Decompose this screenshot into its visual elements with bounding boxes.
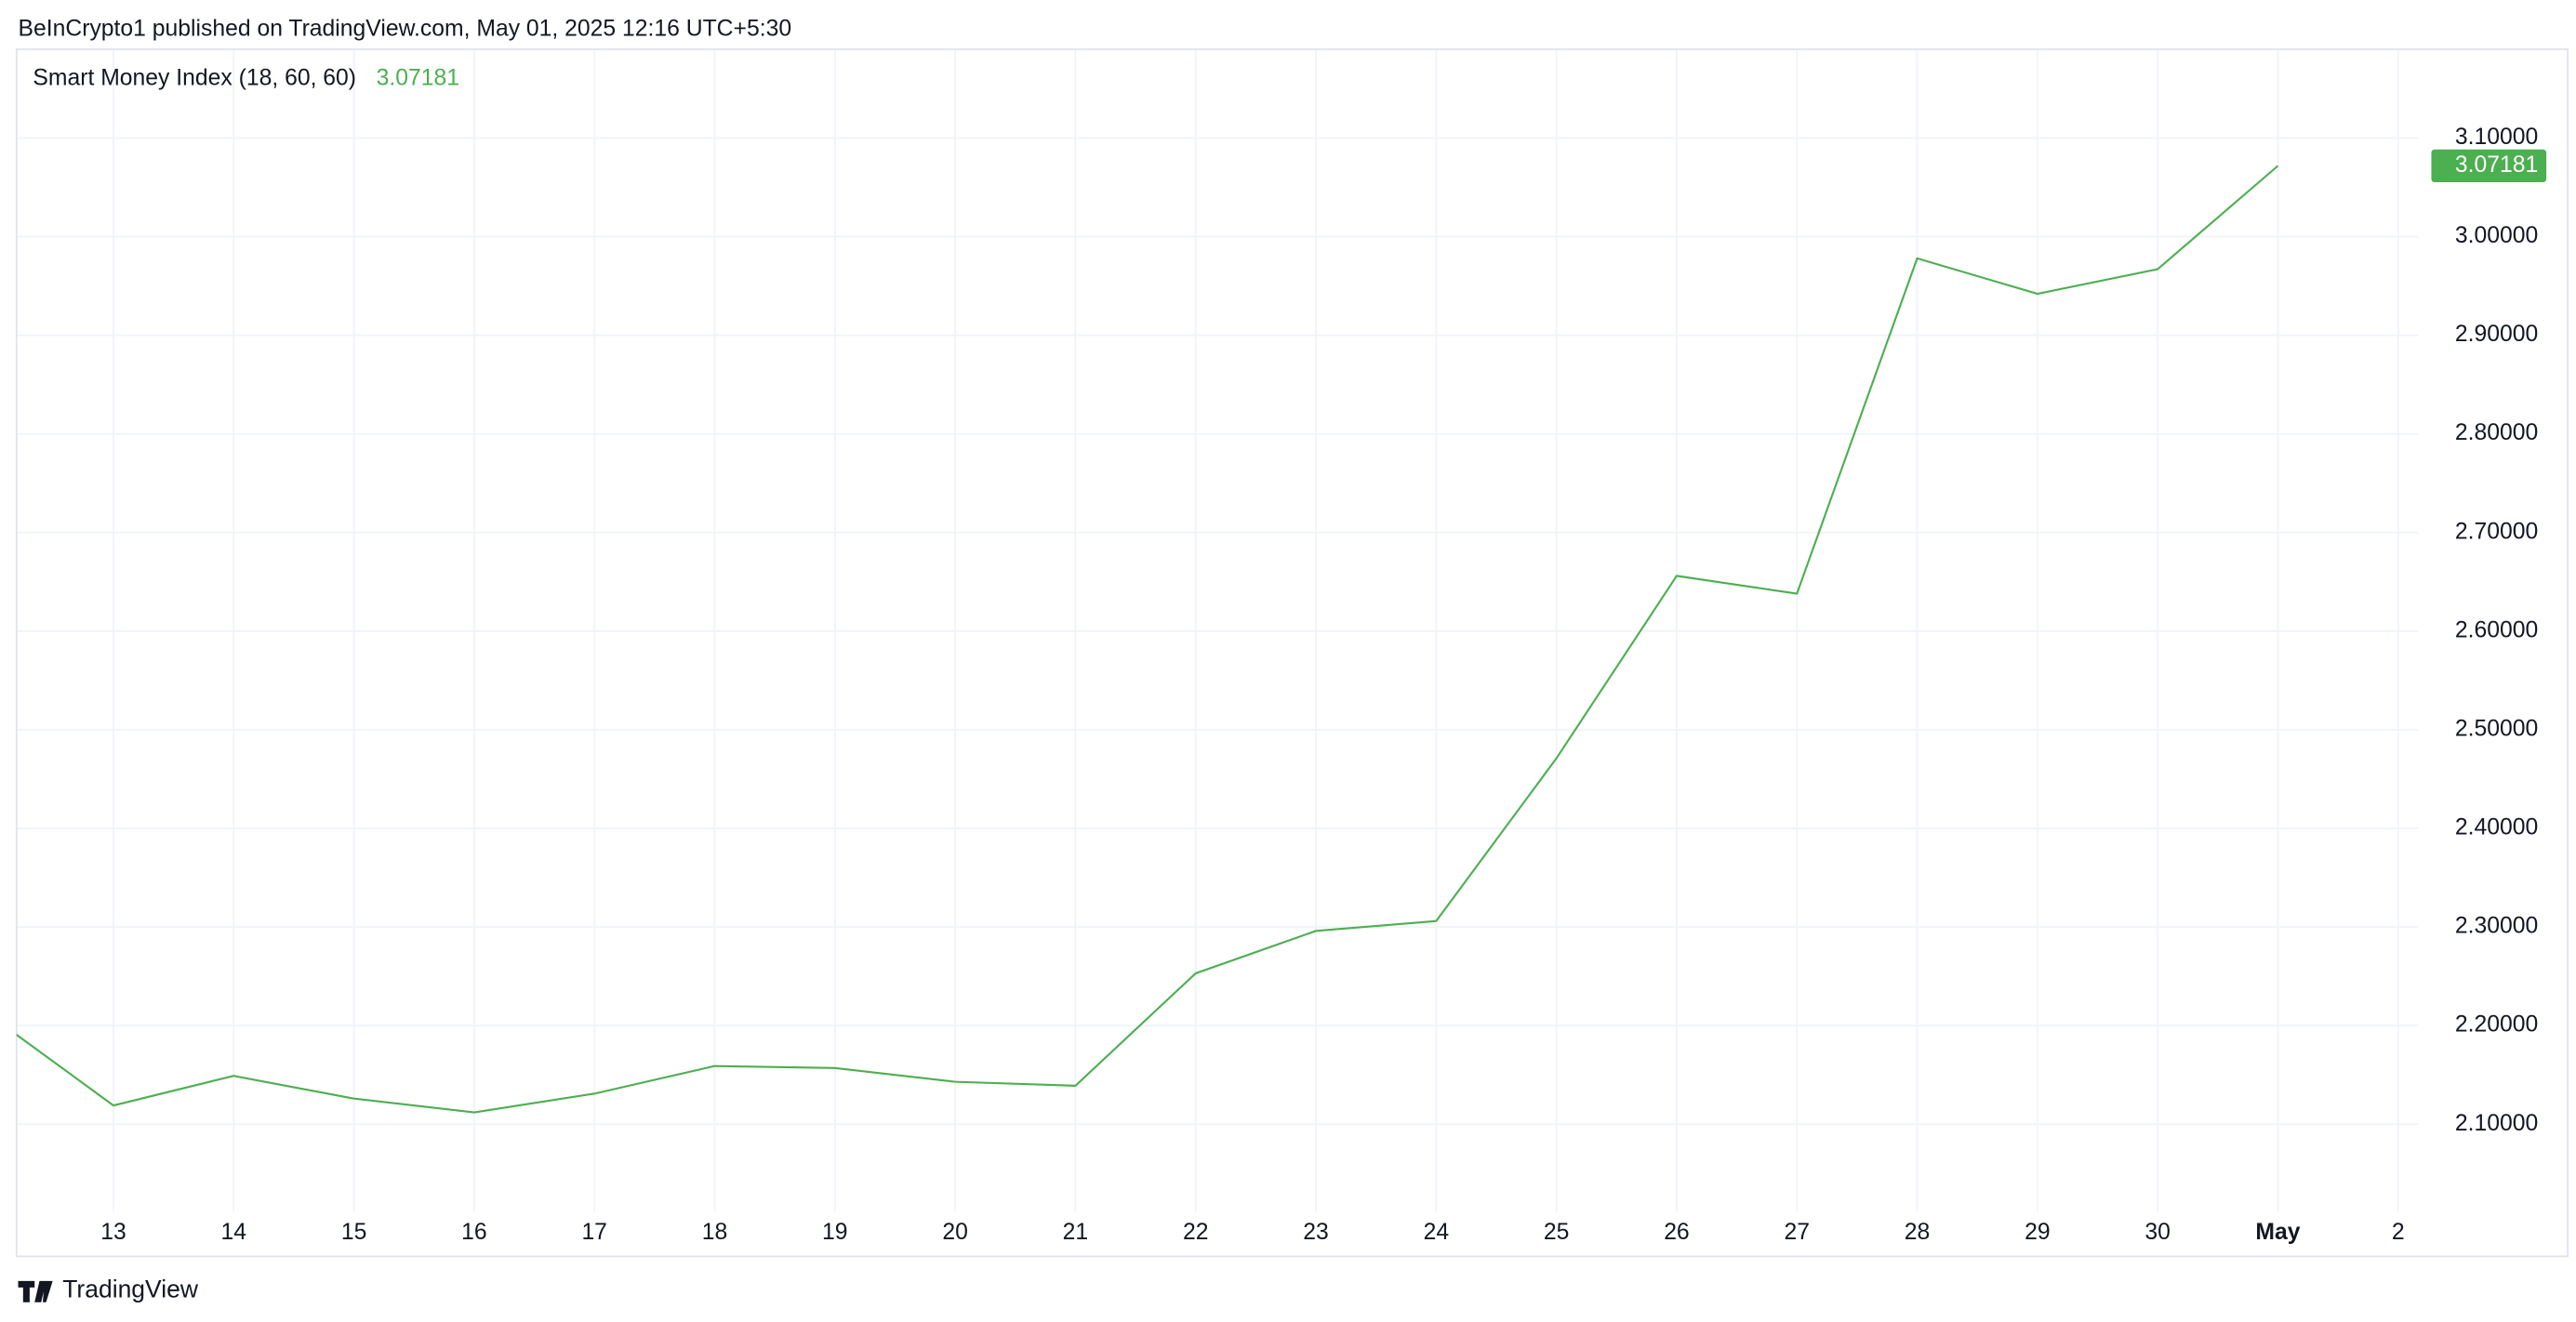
x-tick-label: 29: [2025, 1220, 2051, 1245]
x-tick-label: 13: [100, 1220, 126, 1245]
series-line: [16, 165, 2279, 1114]
axes: 2.10000 2.20000 2.30000 2.40000 2.50000 2.600…: [100, 125, 2547, 1245]
y-tick-label: 2.80000: [2455, 420, 2538, 445]
x-tick-label: 21: [1063, 1220, 1089, 1245]
y-tick-label: 3.00000: [2455, 223, 2538, 248]
y-tick-label: 3.10000: [2455, 125, 2538, 150]
y-tick-label: 2.70000: [2455, 519, 2538, 544]
y-tick-label: 2.40000: [2455, 815, 2538, 840]
legend-name: Smart Money Index (18, 60, 60): [33, 65, 356, 90]
x-tick-label: 27: [1784, 1220, 1810, 1245]
x-tick-label: 25: [1544, 1220, 1570, 1245]
x-tick-label: 26: [1664, 1220, 1689, 1245]
y-tick-label: 2.60000: [2455, 617, 2538, 642]
grid: [16, 48, 2419, 1212]
last-value-box: [2431, 149, 2547, 183]
x-tick-label: 17: [581, 1220, 607, 1245]
x-tick-label: 15: [341, 1220, 367, 1245]
x-tick-label: 22: [1183, 1220, 1209, 1245]
x-tick-label: 24: [1424, 1220, 1450, 1245]
x-tick-label: 14: [221, 1220, 247, 1245]
x-tick-label: 18: [702, 1220, 728, 1245]
header-text: BeInCrypto1 published on TradingView.com…: [19, 16, 792, 41]
footer-logo: [18, 1280, 53, 1302]
x-tick-label: 16: [461, 1220, 487, 1245]
x-tick-label: 28: [1905, 1220, 1930, 1245]
plot-area: [16, 165, 2279, 1114]
x-tick-label: 30: [2144, 1220, 2171, 1245]
chart-frame: [15, 48, 2569, 1258]
footer-brand: TradingView: [62, 1275, 199, 1302]
x-tick-label: May: [2255, 1220, 2300, 1245]
y-tick-label: 2.10000: [2455, 1111, 2538, 1136]
legend-value: 3.07181: [377, 65, 459, 90]
y-tick-label: 2.30000: [2455, 914, 2538, 939]
x-tick-label: 19: [822, 1220, 848, 1245]
x-tick-label: 20: [942, 1220, 968, 1245]
y-tick-label: 2.90000: [2455, 322, 2538, 347]
x-tick-label: 23: [1303, 1220, 1329, 1245]
y-tick-label: 2.20000: [2455, 1012, 2538, 1038]
x-tick-label: 2: [2392, 1220, 2405, 1245]
last-value-label: 3.07181: [2455, 152, 2538, 178]
y-tick-label: 2.50000: [2455, 716, 2538, 741]
